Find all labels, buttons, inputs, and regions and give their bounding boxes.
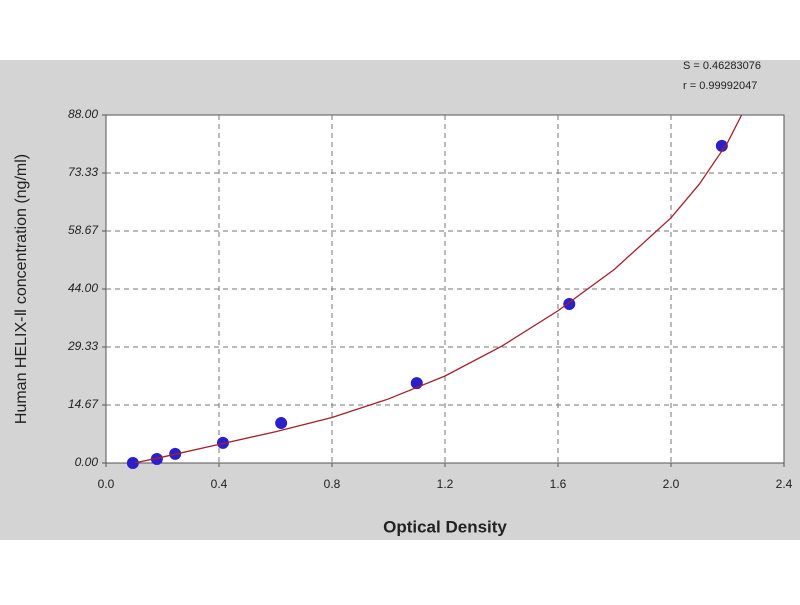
x-axis-title: Optical Density (383, 517, 507, 536)
x-tick-label: 2.4 (776, 477, 793, 491)
y-tick-label: 88.00 (68, 107, 98, 121)
annotation: r = 0.99992047 (683, 80, 757, 92)
x-tick-label: 0.8 (324, 477, 341, 491)
data-point (126, 457, 139, 469)
data-point (715, 139, 728, 152)
data-point (150, 453, 163, 466)
x-tick-label: 0.0 (98, 477, 115, 491)
y-tick-label: 14.67 (68, 397, 99, 411)
x-tick-label: 1.6 (550, 477, 567, 491)
x-tick-label: 2.0 (663, 477, 680, 491)
y-tick-label: 73.33 (68, 165, 98, 179)
y-tick-label: 44.00 (68, 281, 98, 295)
data-point (275, 417, 288, 430)
y-tick-label: 29.33 (67, 339, 98, 353)
data-point (216, 436, 229, 449)
x-tick-label: 0.4 (211, 477, 228, 491)
y-axis-title: Human HELIX-Ⅱ concentration (ng/ml) (13, 154, 30, 424)
x-tick-label: 1.2 (437, 477, 454, 491)
annotation: S = 0.46283076 (683, 60, 761, 72)
y-tick-label: 58.67 (68, 223, 99, 237)
y-tick-label: 0.00 (75, 455, 99, 469)
fit-curve (134, 115, 743, 463)
